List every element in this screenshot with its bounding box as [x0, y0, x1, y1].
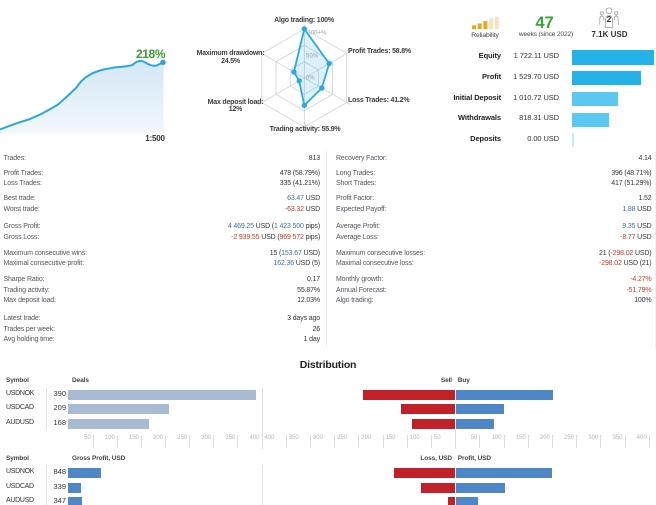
- svg-text:50%: 50%: [306, 54, 319, 60]
- svg-text:0%: 0%: [306, 76, 315, 82]
- svg-text:100+%: 100+%: [308, 31, 328, 37]
- svg-text:2: 2: [607, 14, 612, 24]
